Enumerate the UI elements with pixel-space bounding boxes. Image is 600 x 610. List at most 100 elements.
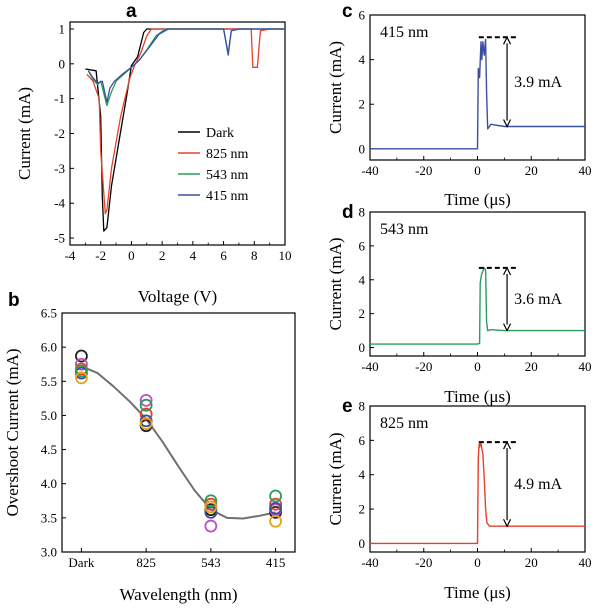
series-line-dark [85,28,285,232]
scatter-point [75,364,88,378]
panel-d-wavelength-label: 543 nm [380,221,429,238]
panel-b-y-tick-label: 4.5 [41,442,57,457]
panel-b-y-axis-title: Overshoot Current (mA) [3,348,22,516]
scatter-point [75,371,88,385]
panel-e-y-tick-label: 6 [359,433,366,448]
panel-d-x-tick-label: 0 [474,359,481,374]
panel-letter-d: d [342,202,354,223]
panel-c-y-axis-title: Current (mA) [326,41,345,134]
scatter-point [139,417,153,431]
panel-e-x-tick-label: 0 [474,555,481,570]
panel-c-y-tick-label: 0 [359,141,366,156]
panel-c-x-tick-label: -20 [415,163,432,178]
panel-c-overshoot-value: 3.9 mA [514,74,562,91]
scatter-point [75,357,88,371]
panel-d-y-axis-title: Current (mA) [326,237,345,330]
panel-d-arrow-head-down [503,323,512,332]
panel-a-y-tick-label: -5 [54,231,65,246]
panel-d-x-tick-label: -40 [361,359,378,374]
panel-c-y-tick-label: 4 [359,52,366,67]
panel-a-x-tick-label: 8 [251,248,258,263]
panel-c-x-tick-label: 0 [474,163,481,178]
panel-d-x-axis-title: Time (μs) [444,387,511,406]
scatter-point [204,500,218,514]
panel-e-y-tick-label: 0 [359,536,366,551]
panel-d-y-tick-label: 8 [359,205,366,220]
panel-e-y-tick-label: 4 [359,467,366,482]
panel-a-x-tick-label: 0 [128,248,135,263]
panel-e-y-tick-label: 2 [359,502,366,517]
panel-d-y-tick-label: 6 [359,238,366,253]
scatter-point [269,501,282,515]
series-line-825-nm [86,28,285,215]
panel-c-x-axis-title: Time (μs) [444,190,511,209]
panel-c-current-trace [370,38,585,150]
panel-c-arrow-head-down [503,119,512,128]
panel-b-y-tick-label: 4.0 [41,476,57,491]
panel-e-current-trace [370,441,585,545]
panel-d-transient-543: d -40 -20 0 20 40 0 2 4 6 8 543 nm 3.6 mA Time (μs) C… [326,202,592,406]
panel-c-x-tick-label: 20 [525,163,538,178]
scatter-point [204,494,218,508]
scatter-point [75,349,88,363]
panel-d-x-tick-label: 40 [579,359,592,374]
panel-b-y-tick-label: 5.5 [41,374,57,389]
panel-e-arrow-head-up [503,440,512,450]
panel-d-arrow-head-up [503,266,512,276]
panel-letter-a: a [126,1,137,22]
panel-c-y-tick-label: 6 [359,8,366,23]
panel-b-x-axis-title: Wavelength (nm) [119,585,237,604]
legend-label-0: Dark [206,126,234,141]
panel-e-x-tick-label: 20 [525,555,538,570]
panel-b-plot-frame [61,312,296,553]
scatter-point [269,514,282,528]
panel-d-y-tick-label: 0 [359,340,366,355]
panel-d-x-tick-label: -20 [415,359,432,374]
legend-label-3: 415 nm [206,189,249,204]
panel-e-x-tick-label: -20 [415,555,432,570]
scatter-point [269,489,282,503]
panel-d-current-trace [370,267,585,345]
panel-a-x-tick-label: 2 [159,248,166,263]
panel-d-x-tick-label: 20 [525,359,538,374]
panel-e-overshoot-value: 4.9 mA [514,476,562,493]
panel-a-x-tick-label: -4 [65,248,76,263]
panel-b-y-tick-label: 6.0 [41,340,57,355]
panel-c-x-tick-label: 40 [579,163,592,178]
panel-c-y-tick-label: 2 [359,97,366,112]
panel-e-x-tick-label: 40 [579,555,592,570]
panel-b-x-tick-label: 415 [266,555,286,570]
scatter-point [139,398,153,412]
panel-a-y-tick-label: -3 [54,161,65,176]
panel-letter-b: b [8,290,20,311]
panel-c-arrow-head-up [503,35,512,45]
panel-b-y-tick-label: 3.0 [41,545,57,560]
panel-d-overshoot-value: 3.6 mA [514,291,562,308]
scatter-point [139,394,153,407]
scatter-point [204,519,218,533]
series-line-415-nm [87,28,285,103]
panel-e-x-tick-label: -40 [361,555,378,570]
fit-curve [81,365,276,520]
panel-d-y-tick-label: 2 [359,306,366,321]
panel-letter-c: c [342,1,353,22]
panel-b-overshoot-vs-wavelength: b Dark 825 543 415 3.0 3.5 4.0 4.5 5.0 5.5 6.0 6.5 W… [3,290,296,604]
panel-b-x-tick-label: 543 [201,555,221,570]
panel-a-y-tick-label: -1 [54,91,65,106]
panel-letter-e: e [342,396,353,417]
legend-label-1: 825 nm [206,147,249,162]
panel-a-y-tick-label: -2 [54,126,65,141]
panel-a-x-tick-label: 6 [220,248,227,263]
panel-a-y-axis-title: Current (mA) [15,87,34,180]
panel-b-y-tick-label: 6.5 [41,306,57,321]
panel-e-transient-825: e -40 -20 0 20 40 0 2 4 6 8 825 nm 4.9 mA Time (μs) C… [326,396,592,602]
panel-c-wavelength-label: 415 nm [380,24,429,41]
panel-c-transient-415: c -40 -20 0 20 40 0 2 4 6 415 nm 3.9 mA Time (μs) Cu… [326,1,592,209]
panel-e-y-axis-title: Current (mA) [326,432,345,525]
panel-a-y-tick-label: -4 [54,196,65,211]
panel-a-y-tick-label: 1 [59,21,66,36]
panel-a-x-tick-label: 4 [190,248,197,263]
panel-a-x-tick-label: 10 [279,248,292,263]
